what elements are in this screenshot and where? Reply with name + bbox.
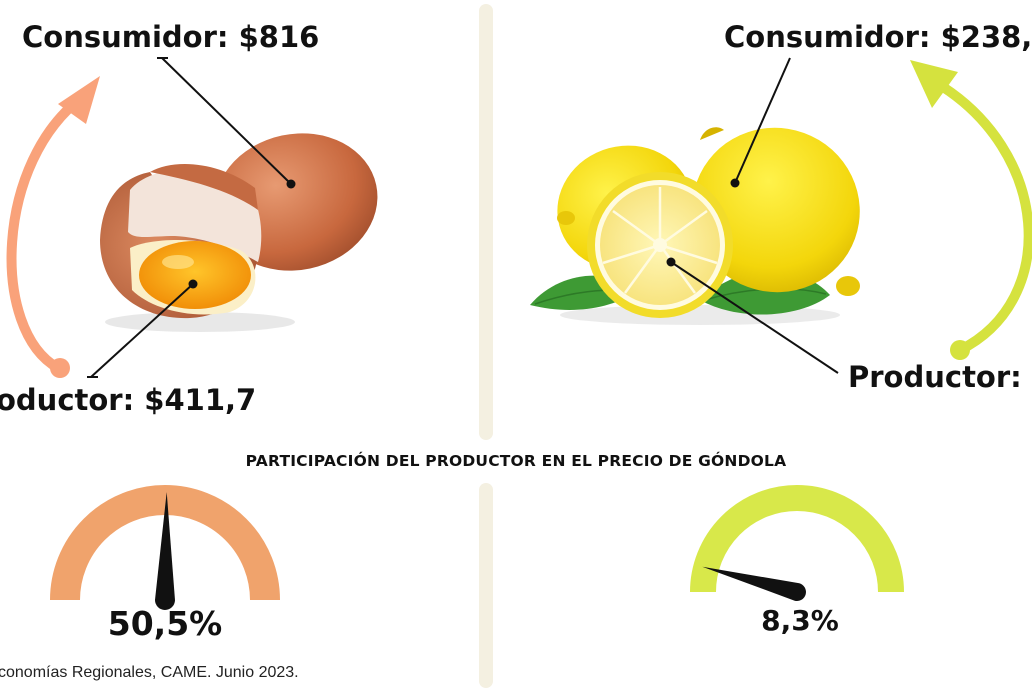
source-note: conomías Regionales, CAME. Junio 2023. [0,664,299,681]
vertical-divider-top [479,4,493,440]
lemon-gauge-value: 8,3% [761,604,839,637]
egg-consumer-price: Consumidor: $816 [22,20,320,54]
section-title: PARTICIPACIÓN DEL PRODUCTOR EN EL PRECIO… [245,452,787,470]
lemon-gauge-needle-icon [702,566,806,601]
lemon-consumer-price: Consumidor: $238,1 [724,20,1032,54]
egg-gauge-value: 50,5% [107,604,223,643]
egg-gauge-needle-icon [155,492,175,610]
lemon-producer-price: Productor: $ [848,360,1032,394]
egg-producer-price: oductor: $411,7 [0,383,257,417]
vertical-divider-bottom [479,483,493,688]
